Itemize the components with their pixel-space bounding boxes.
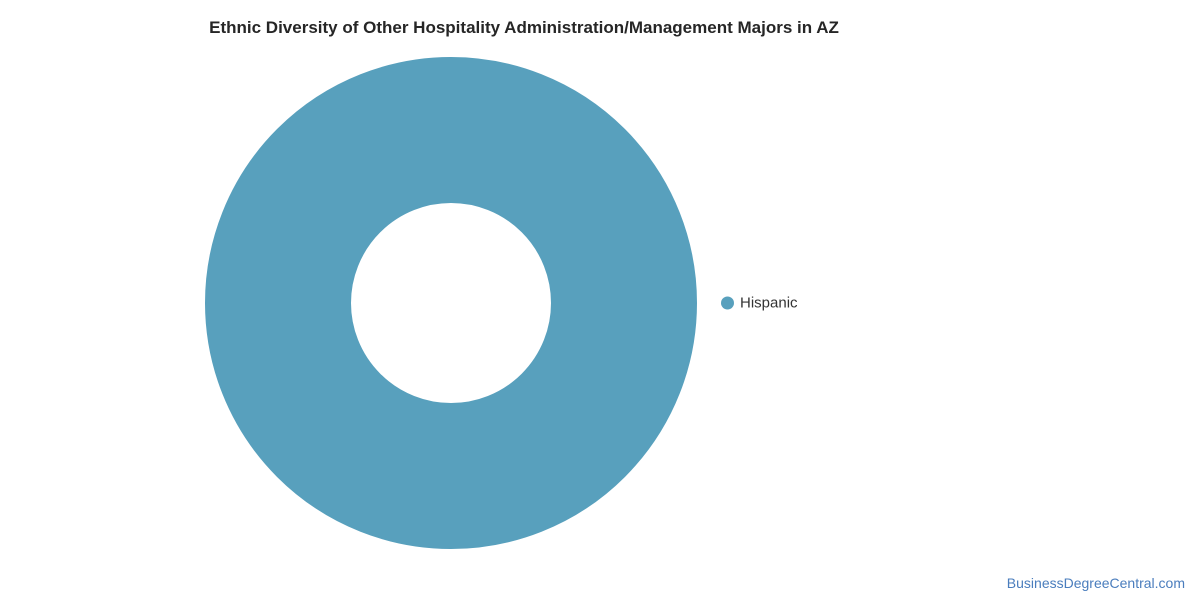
legend-label: Hispanic bbox=[740, 294, 798, 312]
legend-item-hispanic[interactable]: Hispanic bbox=[721, 295, 798, 312]
footer-credit-link[interactable]: BusinessDegreeCentral.com bbox=[1006, 575, 1185, 591]
donut-slice-hispanic[interactable] bbox=[205, 57, 697, 549]
chart-title: Ethnic Diversity of Other Hospitality Ad… bbox=[209, 18, 839, 37]
donut-chart bbox=[205, 57, 697, 549]
legend-marker-icon bbox=[721, 296, 734, 310]
